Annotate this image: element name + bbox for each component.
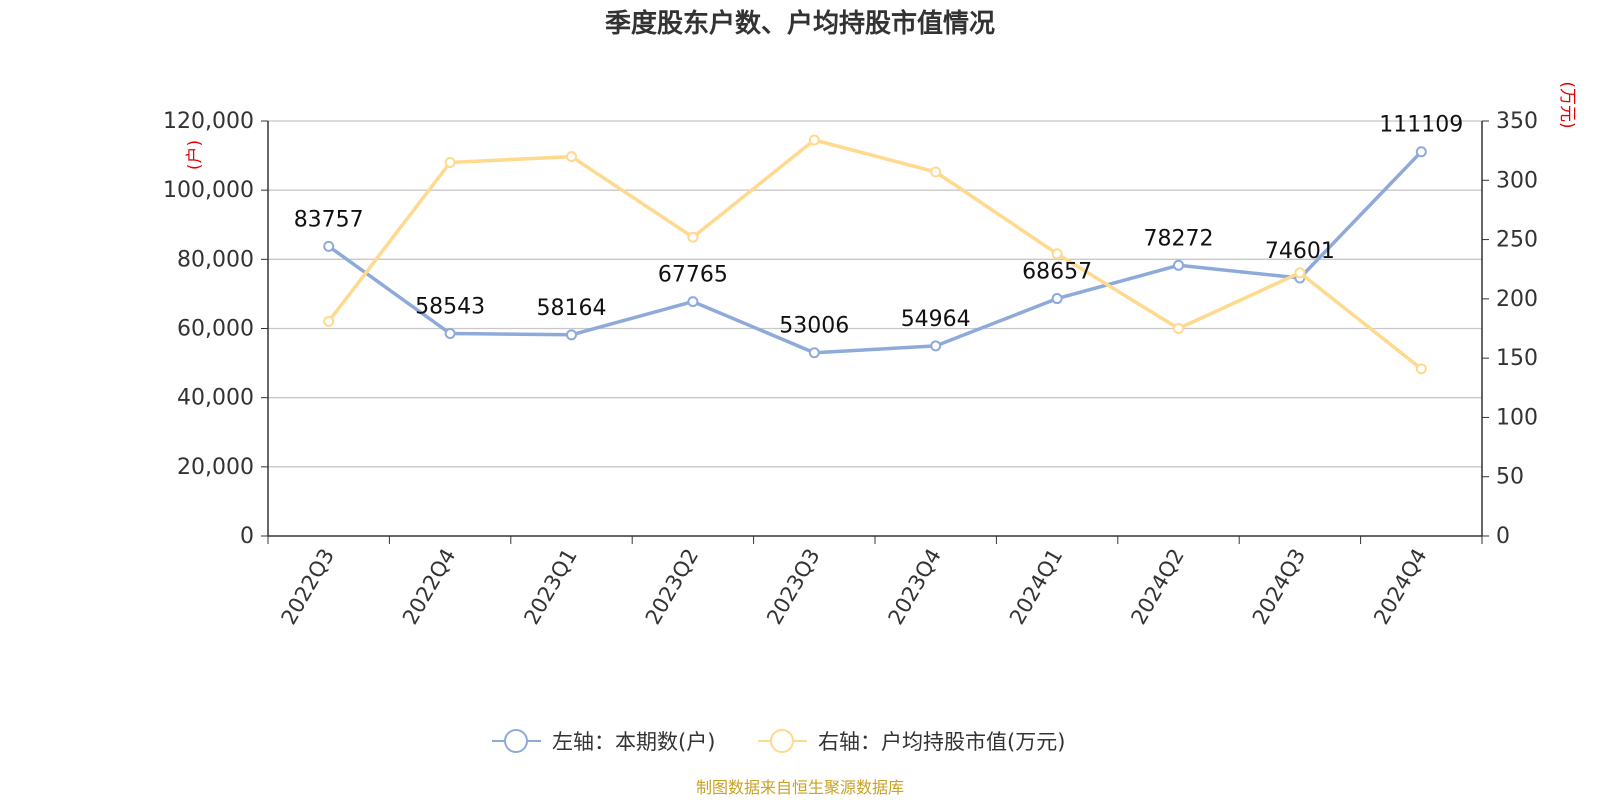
series-point-right (1415, 363, 1427, 375)
series-point-left (1415, 146, 1427, 158)
right-tick-label: 150 (1496, 346, 1538, 371)
x-tick-label: 2024Q3 (1248, 545, 1310, 629)
x-tick-label: 2022Q3 (277, 545, 339, 629)
series-point-right (1173, 323, 1184, 334)
legend[interactable]: 左轴：本期数(户) 右轴：户均持股市值(万元) (492, 729, 1065, 754)
series-point-right (1294, 267, 1306, 279)
series-layer (323, 134, 1427, 375)
series-point-right (1051, 248, 1063, 260)
legend-label-left: 左轴：本期数(户) (552, 730, 715, 754)
chart-title: 季度股东户数、户均持股市值情况 (605, 8, 995, 39)
series-point-left (566, 329, 577, 341)
legend-marker-right (770, 729, 794, 753)
series-point-left (1173, 259, 1184, 271)
left-axis-ticks: 0 20,000 40,000 60,000 80,000 100,000 120,000 (163, 109, 268, 549)
legend-item-right-series[interactable]: 右轴：户均持股市值(万元) (758, 729, 1065, 754)
right-tick-label: 200 (1496, 287, 1538, 312)
data-label: 111109 (1379, 113, 1463, 138)
series-point-left (323, 240, 335, 252)
right-tick-label: 50 (1496, 465, 1524, 490)
left-tick-label: 80,000 (177, 247, 254, 272)
right-tick-label: 300 (1496, 168, 1538, 193)
right-tick-label: 250 (1496, 228, 1538, 253)
left-tick-label: 100,000 (163, 178, 254, 203)
series-point-right (566, 151, 577, 163)
data-label: 68657 (1022, 260, 1092, 285)
right-tick-label: 0 (1496, 524, 1510, 549)
series-point-right (930, 166, 942, 178)
series-point-right (687, 231, 699, 243)
data-label: 54964 (901, 307, 971, 332)
data-label: 67765 (658, 263, 728, 288)
source-note: 制图数据来自恒生聚源数据库 (696, 778, 904, 797)
x-tick-label: 2024Q4 (1369, 545, 1431, 629)
legend-item-left-series[interactable]: 左轴：本期数(户) (492, 729, 715, 754)
x-tick-label: 2023Q4 (884, 544, 946, 628)
data-label: 83757 (294, 207, 364, 232)
right-axis-unit: (万元) (1557, 81, 1577, 128)
series-line-left (327, 150, 1423, 355)
series-point-right (808, 134, 820, 146)
x-tick-label: 2023Q1 (519, 545, 581, 629)
series-point-left (444, 328, 456, 340)
series-line-right (327, 138, 1423, 371)
left-tick-label: 60,000 (177, 317, 254, 342)
legend-marker-left (504, 729, 528, 753)
left-tick-label: 0 (240, 524, 254, 549)
grid-lines (268, 120, 1482, 468)
series-point-left (687, 296, 699, 308)
x-tick-label: 2024Q2 (1126, 545, 1188, 629)
left-axis-unit: (户) (185, 140, 205, 170)
x-tick-label: 2022Q4 (398, 545, 460, 629)
x-tick-label: 2024Q1 (1005, 545, 1067, 629)
data-label: 78272 (1144, 226, 1214, 251)
x-tick-label: 2023Q3 (762, 545, 824, 629)
right-axis-ticks: 0 50 100 150 200 250 300 350 (1482, 109, 1538, 549)
right-tick-label: 350 (1496, 109, 1538, 134)
series-point-left (808, 347, 820, 359)
left-tick-label: 20,000 (177, 455, 254, 480)
series-point-left (1051, 293, 1063, 305)
data-label: 74601 (1265, 239, 1335, 264)
x-axis-ticks: 2022Q3 2022Q4 2023Q1 2023Q2 2023Q3 2023Q4 2024… (267, 536, 1483, 629)
left-tick-label: 120,000 (163, 109, 254, 134)
right-tick-label: 100 (1496, 405, 1538, 430)
data-labels: 83757 58543 58164 67765 53006 54964 68657 78272… (294, 113, 1464, 339)
data-label: 58164 (537, 296, 607, 321)
data-label: 53006 (779, 314, 849, 339)
x-tick-label: 2023Q2 (641, 545, 703, 629)
series-point-right (444, 157, 456, 168)
data-label: 58543 (415, 295, 485, 320)
series-point-right (323, 315, 335, 327)
legend-label-right: 右轴：户均持股市值(万元) (818, 730, 1065, 754)
series-point-left (930, 340, 942, 352)
left-tick-label: 40,000 (177, 386, 254, 411)
